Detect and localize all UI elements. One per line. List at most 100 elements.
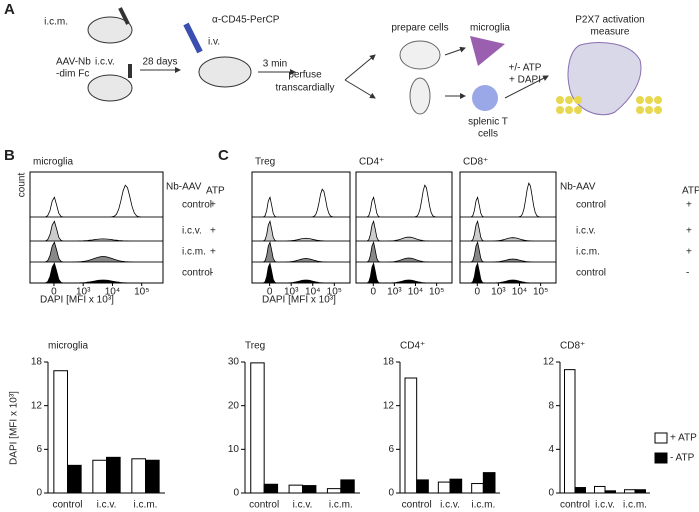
bar: [92, 459, 107, 494]
legend-swatch: [654, 432, 668, 444]
y-tick-label: 18: [31, 357, 43, 368]
x-tick-label: 10⁴: [305, 287, 320, 298]
histogram-curve: [30, 241, 163, 263]
protein-structure: [567, 42, 642, 116]
chart-title: Treg: [245, 341, 265, 352]
histogram-curve: [252, 220, 350, 242]
label: 3 min: [263, 59, 287, 70]
bar: [67, 464, 82, 494]
bar: [634, 489, 646, 494]
histogram-frame: [251, 171, 351, 284]
bar: [340, 479, 355, 494]
histogram-frame: [29, 171, 164, 284]
y-tick-label: 0: [388, 488, 394, 499]
x-tick-label: control: [52, 500, 82, 511]
row-label: control: [182, 268, 212, 279]
microglia-cell: [470, 36, 505, 66]
row-label: control: [576, 268, 606, 279]
histogram-curve: [30, 184, 163, 218]
x-tick-label: i.c.v.: [440, 500, 460, 511]
y-tick-label: 12: [543, 357, 555, 368]
histogram-curve: [460, 219, 556, 242]
x-tick-label: 10⁵: [533, 287, 548, 298]
label: transcardially: [276, 83, 335, 94]
label: -dim Fc: [56, 69, 89, 80]
y-tick-label: 10: [228, 444, 240, 455]
y-tick-label: 18: [383, 357, 395, 368]
row-header: ATP: [206, 186, 225, 197]
label: i.c.v.: [95, 57, 115, 68]
x-tick-label: 10⁵: [327, 287, 342, 298]
x-tick-label: 10⁵: [134, 287, 149, 298]
histogram-curve: [252, 241, 350, 263]
chart-title: microglia: [48, 341, 88, 352]
mouse: [87, 74, 133, 102]
panel-label: C: [218, 147, 229, 164]
legend-swatch: [654, 452, 668, 464]
histogram-curve: [460, 240, 556, 263]
chart-title: CD8⁺: [560, 341, 585, 352]
bar: [106, 456, 121, 494]
bar: [449, 478, 463, 494]
x-tick-label: 10³: [387, 287, 402, 298]
row-label: +: [210, 226, 216, 237]
row-label: -: [210, 268, 213, 279]
bar-charts: microglia DAPI [MFI x 10³] 0 6 12 18 control i.…: [9, 341, 697, 511]
axis-label: DAPI [MFI x 10³]: [40, 295, 114, 306]
panel-a: A i.c.m. AAV-Nb -dim Fc i.c.v. 28 days α…: [4, 1, 662, 140]
legend-label: + ATP: [670, 433, 697, 444]
histogram-curve: [252, 262, 350, 284]
histograms: microglia 0 10³ 10⁴ 10⁵ Treg 0 10³ 10⁴ 10⁵ CD4⁺ 0 10…: [29, 157, 699, 298]
membrane: [556, 96, 662, 114]
spleen: [409, 77, 431, 115]
bar: [437, 481, 451, 494]
row-header: Nb-AAV: [560, 182, 596, 193]
bar: [263, 483, 279, 494]
row-label: i.c.m.: [182, 247, 206, 258]
axis-label: DAPI [MFI x 10³]: [262, 295, 336, 306]
row-label: control: [576, 200, 606, 211]
label: AAV-Nb: [56, 57, 91, 68]
row-label: +: [210, 200, 216, 211]
x-tick-label: 10⁵: [429, 287, 444, 298]
y-tick-label: 4: [548, 444, 554, 455]
x-tick-label: i.c.m.: [329, 500, 353, 511]
x-tick-label: control: [249, 500, 279, 511]
chart-title: CD4⁺: [400, 341, 425, 352]
label: 28 days: [142, 57, 177, 68]
x-tick-label: 10³: [76, 287, 91, 298]
mouse: [87, 16, 133, 44]
y-tick-label: 0: [548, 488, 554, 499]
x-tick-label: 10⁴: [105, 287, 120, 298]
bar: [574, 487, 586, 494]
bar: [624, 489, 636, 494]
arrow: [444, 46, 466, 56]
panel-title: CD4⁺: [359, 157, 384, 168]
panel-title: Treg: [255, 157, 275, 168]
x-tick-label: i.c.v.: [293, 500, 313, 511]
legend-label: - ATP: [670, 453, 695, 464]
syringe: [183, 22, 203, 54]
x-tick-label: control: [402, 500, 432, 511]
histogram-frame: [355, 171, 453, 284]
bar: [288, 484, 304, 494]
y-axis-label: DAPI [MFI x 10³]: [9, 391, 20, 465]
mouse: [198, 56, 252, 88]
row-label: i.c.m.: [576, 247, 600, 258]
row-header: Nb-AAV: [166, 182, 202, 193]
panel-title: microglia: [33, 157, 73, 168]
x-tick-label: i.c.m.: [134, 500, 158, 511]
label: + DAPI: [509, 75, 541, 86]
label: α-CD45-PerCP: [212, 15, 280, 26]
x-tick-label: control: [560, 500, 590, 511]
histogram-curve: [460, 261, 556, 284]
panel-label: B: [4, 147, 15, 164]
label: splenic T: [468, 117, 508, 128]
x-tick-label: 0: [474, 287, 480, 298]
bar: [250, 362, 265, 494]
brain: [399, 40, 441, 70]
histogram-curve: [252, 188, 350, 218]
row-label: i.c.v.: [182, 226, 202, 237]
bar: [564, 369, 576, 494]
